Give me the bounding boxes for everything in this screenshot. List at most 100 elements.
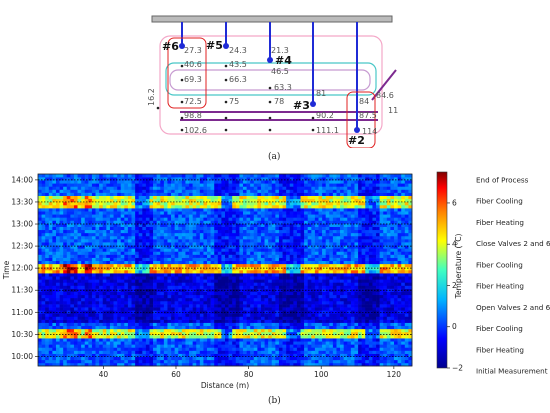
- heatmap-cell: [365, 326, 369, 329]
- heatmap-cell: [132, 233, 136, 236]
- heatmap-cell: [315, 264, 319, 267]
- heatmap-cell: [78, 282, 82, 285]
- heatmap-cell: [106, 217, 110, 220]
- heatmap-cell: [182, 267, 186, 270]
- heatmap-cell: [45, 264, 49, 267]
- heatmap-cell: [297, 295, 301, 298]
- heatmap-cell: [344, 282, 348, 285]
- heatmap-cell: [92, 236, 96, 239]
- heatmap-cell: [372, 245, 376, 248]
- heatmap-cell: [182, 344, 186, 347]
- heatmap-cell: [211, 357, 215, 360]
- heatmap-cell: [225, 282, 229, 285]
- heatmap-cell: [290, 285, 294, 288]
- heatmap-cell: [114, 220, 118, 223]
- heatmap-cell: [49, 320, 53, 323]
- heatmap-cell: [239, 307, 243, 310]
- heatmap-cell: [243, 320, 247, 323]
- heatmap-cell: [38, 295, 42, 298]
- heatmap-cell: [279, 267, 283, 270]
- heatmap-cell: [372, 233, 376, 236]
- heatmap-cell: [175, 307, 179, 310]
- heatmap-cell: [283, 338, 287, 341]
- heatmap-cell: [92, 258, 96, 261]
- heatmap-cell: [257, 248, 261, 251]
- heatmap-cell: [167, 335, 171, 338]
- heatmap-cell: [344, 360, 348, 363]
- heatmap-cell: [207, 351, 211, 354]
- heatmap-cell: [322, 264, 326, 267]
- heatmap-cell: [160, 329, 164, 332]
- heatmap-cell: [189, 329, 193, 332]
- heatmap-cell: [329, 313, 333, 316]
- heatmap-cell: [272, 285, 276, 288]
- heatmap-cell: [211, 217, 215, 220]
- heatmap-cell: [236, 357, 240, 360]
- heatmap-cell: [78, 239, 82, 242]
- heatmap-cell: [78, 279, 82, 282]
- heatmap-cell: [250, 320, 254, 323]
- heatmap-cell: [56, 239, 60, 242]
- heatmap-cell: [135, 285, 139, 288]
- heatmap-cell: [164, 357, 168, 360]
- heatmap-cell: [200, 329, 204, 332]
- heatmap-cell: [387, 320, 391, 323]
- heatmap-cell: [279, 347, 283, 350]
- heatmap-cell: [214, 245, 218, 248]
- heatmap-cell: [56, 351, 60, 354]
- heatmap-cell: [254, 273, 258, 276]
- heatmap-cell: [243, 326, 247, 329]
- heatmap-cell: [74, 320, 78, 323]
- heatmap-cell: [236, 267, 240, 270]
- heatmap-cell: [362, 292, 366, 295]
- heatmap-cell: [85, 298, 89, 301]
- heatmap-cell: [283, 282, 287, 285]
- heatmap-cell: [218, 276, 222, 279]
- heatmap-cell: [99, 307, 103, 310]
- heatmap-cell: [88, 242, 92, 245]
- heatmap-cell: [103, 332, 107, 335]
- heatmap-cell: [394, 301, 398, 304]
- heatmap-cell: [49, 217, 53, 220]
- heatmap-cell: [207, 255, 211, 258]
- heatmap-cell: [265, 255, 269, 258]
- heatmap-cell: [146, 332, 150, 335]
- heatmap-cell: [394, 313, 398, 316]
- heatmap-cell: [139, 242, 143, 245]
- heatmap-cell: [290, 360, 294, 363]
- heatmap-cell: [398, 245, 402, 248]
- heatmap-cell: [157, 248, 161, 251]
- heatmap-cell: [164, 285, 168, 288]
- heatmap-cell: [88, 323, 92, 326]
- heatmap-cell: [45, 298, 49, 301]
- heatmap-cell: [247, 323, 251, 326]
- heatmap-cell: [362, 258, 366, 261]
- heatmap-cell: [279, 329, 283, 332]
- heatmap-cell: [60, 270, 64, 273]
- heatmap-cell: [250, 313, 254, 316]
- heatmap-cell: [157, 316, 161, 319]
- heatmap-cell: [128, 292, 132, 295]
- heatmap-cell: [311, 273, 315, 276]
- heatmap-cell: [167, 357, 171, 360]
- heatmap-cell: [157, 304, 161, 307]
- heatmap-cell: [45, 248, 49, 251]
- heatmap-cell: [74, 230, 78, 233]
- heatmap-cell: [132, 282, 136, 285]
- heatmap-cell: [304, 279, 308, 282]
- heatmap-cell: [376, 326, 380, 329]
- heatmap-cell: [243, 360, 247, 363]
- heatmap-cell: [290, 320, 294, 323]
- heatmap-cell: [283, 307, 287, 310]
- heatmap-cell: [139, 239, 143, 242]
- heatmap-cell: [358, 292, 362, 295]
- heatmap-cell: [139, 279, 143, 282]
- heatmap-cell: [56, 255, 60, 258]
- heatmap-cell: [351, 313, 355, 316]
- heatmap-cell: [178, 351, 182, 354]
- heatmap-cell: [175, 285, 179, 288]
- heatmap-cell: [304, 360, 308, 363]
- heatmap-cell: [275, 338, 279, 341]
- heatmap-cell: [114, 227, 118, 230]
- heatmap-cell: [128, 301, 132, 304]
